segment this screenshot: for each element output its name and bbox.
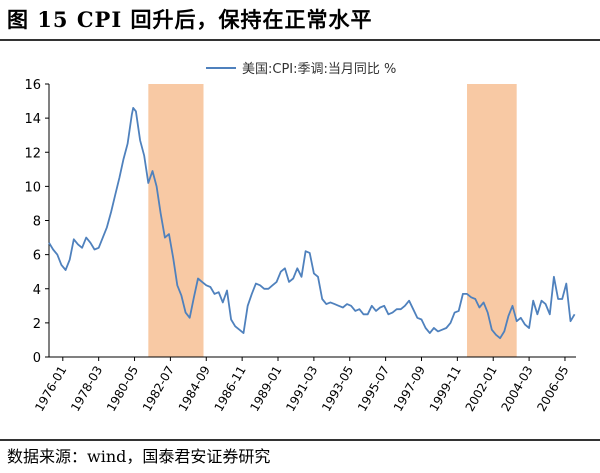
shaded-periods [148, 84, 517, 357]
x-tick-label: 1997-09 [391, 364, 428, 414]
x-tick-label: 1993-05 [319, 364, 356, 414]
x-tick-label: 2006-05 [534, 364, 571, 414]
series-line-1 [48, 107, 576, 340]
x-tick-label: 1989-01 [247, 364, 284, 414]
y-tick-label: 6 [33, 249, 41, 264]
legend: 美国:CPI:季调:当月同比 % [206, 62, 396, 77]
x-tick-label: 1984-09 [176, 364, 213, 414]
x-tick-label: 2002-01 [463, 363, 500, 413]
y-tick-label: 12 [24, 146, 41, 161]
x-tick-label: 1976-01 [32, 364, 69, 414]
y-tick-label: 2 [33, 317, 41, 332]
bottom-rule [0, 439, 600, 441]
data-source-note: 数据来源：wind，国泰君安证券研究 [7, 447, 271, 466]
series-lines [48, 107, 576, 340]
x-tick-label: 1986-11 [212, 364, 249, 414]
cpi-line-chart: 0 2 4 6 8 10 12 14 16 1976-011978-031980-051982-… [24, 62, 576, 414]
y-axis-ticks: 0 2 4 6 8 10 12 14 16 [24, 78, 49, 366]
shaded-period-1 [148, 84, 204, 357]
y-tick-label: 4 [33, 283, 41, 298]
y-tick-label: 8 [33, 215, 41, 230]
x-tick-label: 1991-03 [283, 364, 320, 414]
figure-title: 图 15 CPI 回升后，保持在正常水平 [7, 7, 373, 32]
x-tick-label: 1999-11 [427, 364, 464, 414]
shaded-period-2 [467, 84, 517, 357]
legend-label: 美国:CPI:季调:当月同比 % [242, 62, 396, 77]
y-tick-label: 14 [24, 112, 41, 127]
y-tick-label: 0 [33, 351, 41, 366]
y-tick-label: 16 [24, 78, 41, 93]
top-rule [0, 39, 600, 41]
x-tick-label: 1995-07 [355, 364, 392, 414]
x-tick-label: 2004-03 [498, 364, 535, 414]
x-axis-ticks: 1976-011978-031980-051982-071984-091986-… [32, 357, 572, 414]
x-tick-label: 1982-07 [140, 364, 177, 414]
y-tick-label: 10 [24, 180, 41, 195]
x-tick-label: 1978-03 [68, 364, 105, 414]
x-tick-label: 1980-05 [104, 364, 141, 414]
